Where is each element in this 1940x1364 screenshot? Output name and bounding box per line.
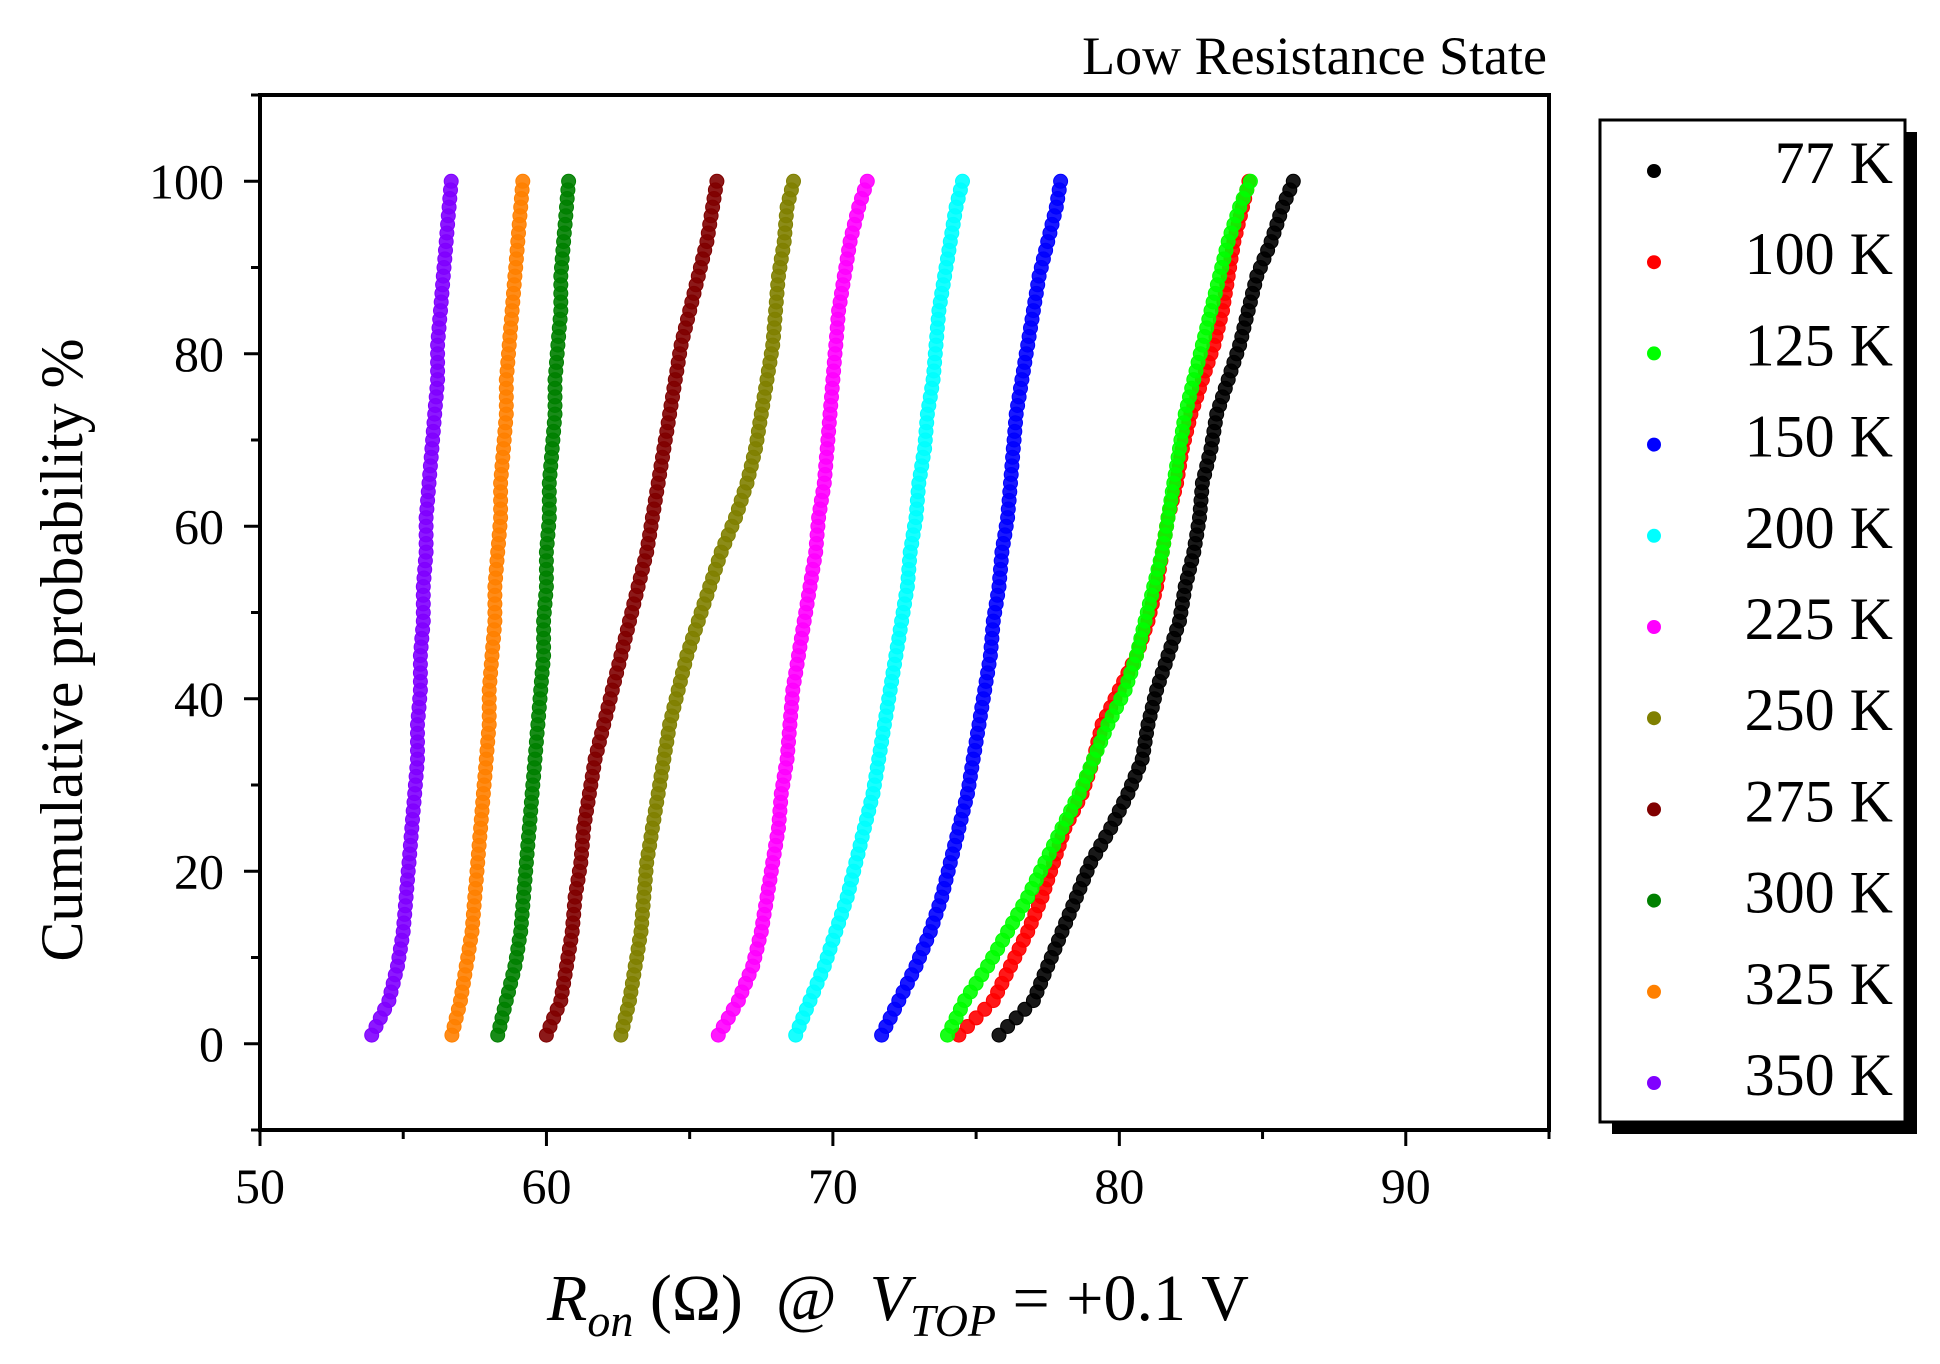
x-axis-label-variable: V <box>870 1262 917 1335</box>
legend-marker <box>1647 711 1661 726</box>
data-point <box>786 173 801 189</box>
legend-marker <box>1647 437 1661 452</box>
x-axis-label-unit: (Ω) @ <box>633 1262 869 1335</box>
x-axis-label-symbol-subscript: on <box>587 1295 633 1346</box>
x-axis-label-variable-subscript: TOP <box>910 1295 996 1346</box>
legend-label: 300 K <box>1745 860 1893 926</box>
legend-label: 350 K <box>1745 1042 1893 1108</box>
x-axis: 50 60 70 80 90 <box>235 1130 1551 1214</box>
legend-label: 225 K <box>1745 586 1893 652</box>
legend-marker <box>1647 255 1661 270</box>
data-point <box>1242 173 1258 189</box>
legend-label: 275 K <box>1745 768 1893 834</box>
y-axis-label: Cumulative probability % <box>29 338 95 961</box>
legend-marker <box>1647 346 1661 361</box>
legend-marker <box>1647 620 1661 634</box>
legend-label: 325 K <box>1745 951 1893 1017</box>
y-tick-label: 100 <box>149 153 224 209</box>
legend-items: 77 K 100 K 125 K 150 K 200 K 225 K 250 K 275 K 3… <box>1647 130 1893 1108</box>
y-tick-label: 20 <box>174 843 224 899</box>
x-tick-label: 70 <box>808 1158 858 1214</box>
legend-marker <box>1647 802 1661 817</box>
legend-label: 77 K <box>1775 130 1893 196</box>
data-point <box>859 173 875 189</box>
legend-label: 100 K <box>1745 221 1893 287</box>
x-tick-label: 50 <box>235 1158 285 1214</box>
series-77-k <box>991 173 1301 1043</box>
y-tick-label: 80 <box>174 326 224 382</box>
legend-marker <box>1647 984 1661 999</box>
x-axis-label-condition: = +0.1 V <box>996 1262 1249 1335</box>
series-300-k <box>490 173 577 1043</box>
x-tick-label: 80 <box>1094 1158 1144 1214</box>
series-150-k <box>874 173 1069 1043</box>
data-point <box>561 173 577 189</box>
data-point <box>955 173 970 189</box>
series-200-k <box>788 173 970 1043</box>
series-250-k <box>613 173 801 1043</box>
legend-label: 250 K <box>1745 677 1893 743</box>
legend-label: 125 K <box>1745 312 1893 378</box>
legend-label: 200 K <box>1745 495 1893 561</box>
y-axis: 0 20 40 60 80 100 <box>149 93 260 1132</box>
legend-label: 150 K <box>1745 404 1893 470</box>
data-point <box>1285 173 1301 189</box>
x-tick-label: 90 <box>1381 1158 1431 1214</box>
x-axis-label-symbol: R <box>546 1262 587 1335</box>
y-tick-label: 40 <box>174 671 224 727</box>
y-tick-label: 60 <box>174 498 224 554</box>
series-350-k <box>364 173 459 1043</box>
y-tick-label: 0 <box>199 1016 224 1072</box>
chart-title: Low Resistance State <box>1082 26 1547 86</box>
series-125-k <box>940 173 1258 1043</box>
series-325-k <box>444 173 531 1043</box>
data-point <box>515 173 531 189</box>
data-point <box>443 173 459 189</box>
series-275-k <box>538 173 725 1043</box>
x-tick-label: 60 <box>521 1158 571 1214</box>
series-225-k <box>710 173 875 1043</box>
x-axis-label: Ron (Ω) @ VTOP = +0.1 V <box>546 1262 1249 1346</box>
legend-marker <box>1647 528 1661 543</box>
legend: 77 K 100 K 125 K 150 K 200 K 225 K 250 K 275 K 3… <box>1598 118 1917 1134</box>
legend-marker <box>1647 893 1661 908</box>
legend-marker <box>1647 164 1661 178</box>
data-point <box>1053 173 1069 189</box>
legend-marker <box>1647 1076 1661 1090</box>
data-point <box>709 173 725 189</box>
plot-area <box>364 173 1301 1043</box>
